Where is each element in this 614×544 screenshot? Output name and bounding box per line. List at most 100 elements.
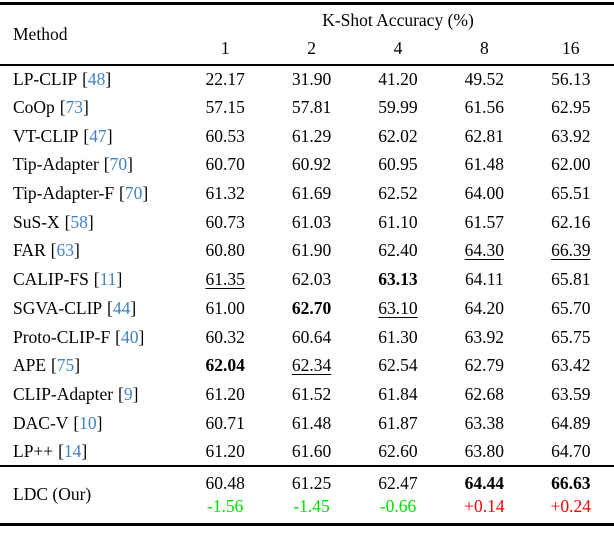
citation-link[interactable]: [48] [82,69,111,89]
citation-number: 40 [120,326,139,347]
value-cell: 62.16 [551,211,591,232]
citation-bracket: ] [142,183,149,204]
table-row: LP-CLIP [48] 22.17 31.90 41.20 49.52 56.1… [0,65,614,94]
value-cell: 60.80 [205,240,245,261]
citation-bracket: [ [118,383,124,404]
table-row: CALIP-FS [11] 61.35 62.03 63.13 64.11 65.… [0,265,614,294]
citation-bracket: ] [105,68,112,89]
citation-number: 75 [56,355,75,376]
value-cell: 60.32 [205,326,245,347]
value-cell: 61.25 [291,473,332,494]
table-row: FAR [63] 60.80 61.90 62.40 64.30 66.39 [0,237,614,266]
table-row: VT-CLIP [47] 60.53 61.29 62.02 62.81 63.9… [0,122,614,151]
citation-bracket: [ [73,412,80,433]
citation-bracket: ] [132,383,139,404]
value-cell: 65.81 [551,269,591,290]
citation-link[interactable]: [75] [51,355,80,375]
citation-link[interactable]: [44] [107,298,136,318]
value-cell: 61.00 [205,297,245,318]
method-cell: CoOp [73] [0,93,182,122]
citation-link[interactable]: [63] [51,240,80,260]
value-cell: 64.70 [551,440,591,461]
citation-bracket: ] [130,297,137,318]
citation-link[interactable]: [58] [65,212,94,232]
citation-link[interactable]: [70] [104,154,133,174]
citation-link[interactable]: [10] [73,413,102,433]
citation-bracket: ] [96,412,103,433]
table-row: CLIP-Adapter [9] 61.20 61.52 61.84 62.68 … [0,380,614,409]
value-cell: 61.56 [464,97,505,118]
citation-bracket: [ [93,269,100,290]
citation-bracket: ] [83,97,89,118]
value-cell: 62.95 [551,97,591,118]
table-row: DAC-V [10] 60.71 61.48 61.87 63.38 64.89 [0,409,614,438]
value-cell: 60.48 [205,473,245,494]
citation-number: 9 [123,383,133,404]
value-cell: 41.20 [378,68,418,89]
method-name: CLIP-Adapter [13,383,114,404]
value-cell: 61.48 [464,154,505,175]
citation-bracket: [ [82,68,88,89]
method-cell: Proto-CLIP-F [40] [0,323,182,352]
method-name: LP++ [13,440,54,461]
delta-cell: -1.45 [293,496,330,517]
value-cell: 61.48 [291,412,332,433]
value-cell: 60.95 [378,154,418,175]
value-cell: 62.79 [464,355,505,376]
column-header-shot-16: 16 [562,38,580,58]
delta-cell: -0.66 [379,496,417,517]
value-cell: 60.53 [205,125,245,146]
value-cell: 62.70 [291,297,332,318]
method-cell: APE [75] [0,351,182,380]
value-cell: 62.68 [464,383,505,404]
value-cell: 62.54 [378,355,418,376]
value-cell: 49.52 [464,68,505,89]
table-row: Tip-Adapter [70] 60.70 60.92 60.95 61.48 … [0,151,614,180]
citation-number: 47 [89,125,107,146]
citation-link[interactable]: [14] [58,441,87,461]
citation-link[interactable]: [11] [94,269,123,289]
method-cell: Tip-Adapter [70] [0,151,182,180]
citation-link[interactable]: [47] [83,126,112,146]
value-cell: 63.92 [464,326,505,347]
delta-cell: -1.56 [206,496,244,517]
value-cell: 66.63 [551,473,591,494]
value-cell: 59.99 [378,97,418,118]
value-cell: 57.15 [205,97,245,118]
citation-number: 11 [99,269,117,290]
method-cell: SuS-X [58] [0,208,182,237]
method-cell: LP-CLIP [48] [0,65,182,94]
value-cell: 65.51 [551,183,591,204]
value-cell: 61.32 [205,183,245,204]
ldc-deltas-row: -1.56 -1.45 -0.66 +0.14 +0.24 [0,495,614,524]
citation-link[interactable]: [9] [118,384,138,404]
delta-cell: +0.24 [550,496,592,517]
value-cell: 61.60 [291,440,332,461]
value-cell: 61.20 [205,383,245,404]
citation-link[interactable]: [70] [119,183,148,203]
table-row: Tip-Adapter-F [70] 61.32 61.69 62.52 64.0… [0,179,614,208]
value-cell: 61.29 [291,125,332,146]
value-cell: 62.00 [551,154,591,175]
value-cell: 60.64 [291,326,332,347]
value-cell: 61.84 [378,383,418,404]
citation-number: 73 [65,97,84,118]
citation-link[interactable]: [40] [115,327,144,347]
value-cell: 62.40 [378,240,418,261]
method-name: Tip-Adapter-F [13,183,115,204]
column-group-header: K-Shot Accuracy (%) [322,10,474,31]
citation-number: 70 [109,154,128,175]
value-cell: 62.02 [378,125,418,146]
table-footer-ldc: LDC (Our) 60.48 61.25 62.47 64.44 66.63 … [0,466,614,524]
value-cell: 62.34 [291,355,332,376]
value-cell: 31.90 [291,68,332,89]
citation-number: 10 [79,412,97,433]
citation-bracket: [ [103,154,110,175]
citation-bracket: ] [106,125,113,146]
value-cell: 61.57 [464,211,505,232]
citation-number: 48 [87,68,106,89]
citation-bracket: [ [107,297,113,318]
value-cell: 60.70 [205,154,245,175]
citation-link[interactable]: [73] [60,97,89,117]
